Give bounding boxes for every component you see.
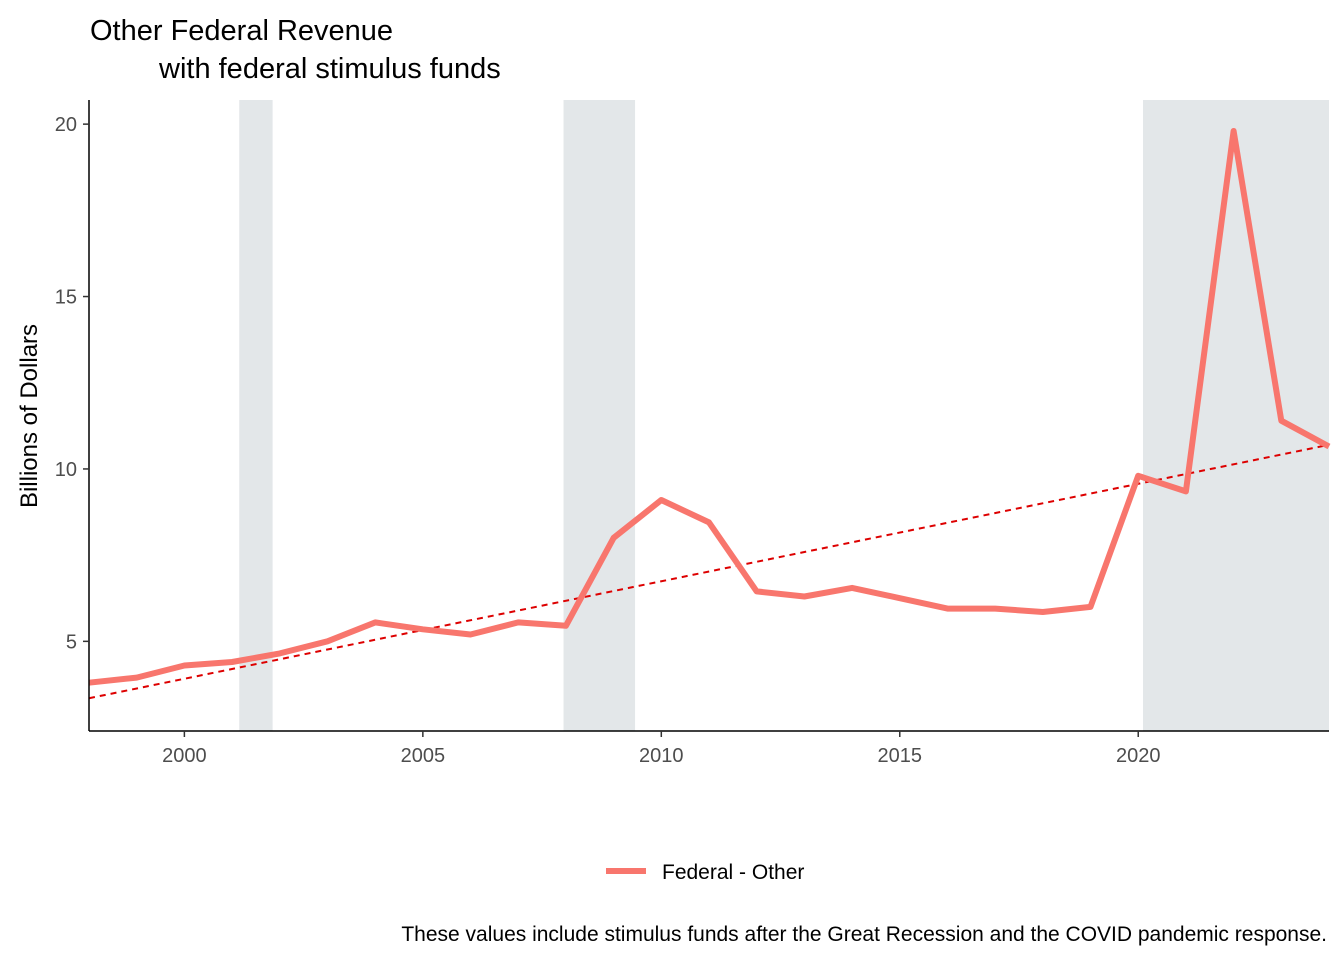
trend-line-group — [88, 443, 1330, 700]
recession-bands — [239, 100, 1329, 731]
x-tick-label-2015: 2015 — [878, 745, 923, 767]
x-tick-label-2005: 2005 — [401, 745, 446, 767]
legend-label-federal-other: Federal - Other — [662, 861, 804, 884]
y-tick-label-10: 10 — [55, 459, 77, 481]
chart-subtitle: with federal stimulus funds — [158, 53, 501, 85]
chart-caption: These values include stimulus funds afte… — [401, 923, 1327, 946]
axes-group — [88, 100, 1329, 732]
y-axis-label: Billions of Dollars — [16, 324, 43, 508]
y-tick-label-15: 15 — [55, 287, 77, 309]
x-tick-label-2010: 2010 — [639, 745, 684, 767]
y-tick-label-20: 20 — [55, 114, 77, 136]
recession-band-0 — [239, 100, 273, 731]
y-tick-label-5: 5 — [66, 631, 77, 653]
ticks-group: 2000 2005 2010 2015 2020 5 10 15 20 — [55, 114, 1161, 767]
x-tick-label-2020: 2020 — [1116, 745, 1161, 767]
x-tick-label-2000: 2000 — [162, 745, 207, 767]
series-group — [88, 128, 1331, 686]
recession-band-2 — [1143, 100, 1329, 731]
chart-title: Other Federal Revenue — [90, 15, 393, 47]
recession-band-1 — [563, 100, 636, 731]
trend-line — [88, 443, 1330, 700]
legend: Federal - Other — [606, 861, 804, 884]
